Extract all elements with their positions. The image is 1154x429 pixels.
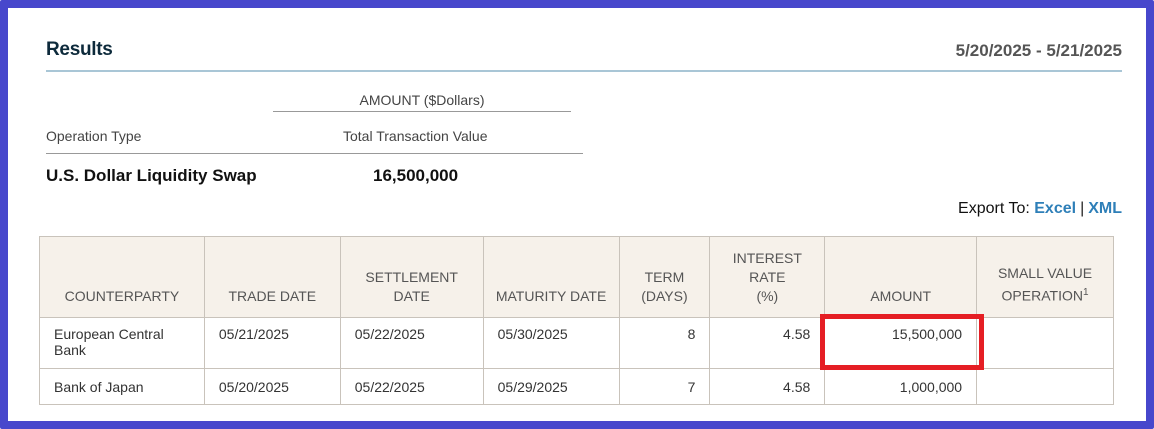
export-xml-link[interactable]: XML xyxy=(1088,200,1122,217)
cell-interest-rate: 4.58 xyxy=(709,317,826,369)
cell-trade-date: 05/21/2025 xyxy=(203,317,341,369)
header-small-value-operation[interactable]: SMALL VALUE OPERATION1 xyxy=(976,236,1114,318)
cell-settlement-date: 05/22/2025 xyxy=(339,368,484,405)
header-trade-date[interactable]: TRADE DATE xyxy=(203,236,341,318)
cell-amount: 1,000,000 xyxy=(824,368,978,405)
cell-maturity-date: 05/30/2025 xyxy=(482,317,620,369)
results-header: Results 5/20/2025 - 5/21/2025 xyxy=(46,36,1122,72)
export-separator: | xyxy=(1080,200,1085,217)
summary-column-labels: Operation Type Total Transaction Value xyxy=(46,126,583,154)
cell-maturity-date: 05/29/2025 xyxy=(482,368,620,405)
cell-settlement-date: 05/22/2025 xyxy=(339,317,484,369)
footnote-marker: 1 xyxy=(1082,287,1089,299)
header-amount[interactable]: AMOUNT xyxy=(824,236,978,318)
cell-term: 7 xyxy=(618,368,711,405)
table-header-row: COUNTERPARTY TRADE DATE SETTLEMENT DATE M… xyxy=(39,236,1114,318)
header-settlement-date[interactable]: SETTLEMENT DATE xyxy=(339,236,484,318)
cell-small-value xyxy=(976,368,1114,405)
table-row: Bank of Japan 05/20/2025 05/22/2025 05/2… xyxy=(39,368,1114,405)
export-bar: Export To: Excel | XML xyxy=(958,200,1122,218)
cell-counterparty: European Central Bank xyxy=(39,317,205,369)
date-range: 5/20/2025 - 5/21/2025 xyxy=(955,41,1122,60)
operation-type-value: U.S. Dollar Liquidity Swap xyxy=(46,166,257,185)
cell-counterparty: Bank of Japan xyxy=(39,368,205,405)
summary-row: U.S. Dollar Liquidity Swap 16,500,000 xyxy=(46,166,586,190)
header-maturity-date[interactable]: MATURITY DATE xyxy=(482,236,620,318)
header-counterparty[interactable]: COUNTERPARTY xyxy=(39,236,205,318)
transactions-table: COUNTERPARTY TRADE DATE SETTLEMENT DATE M… xyxy=(39,236,1114,405)
export-excel-link[interactable]: Excel xyxy=(1034,200,1077,217)
total-value-label: Total Transaction Value xyxy=(343,128,488,144)
header-term[interactable]: TERM (DAYS) xyxy=(618,236,711,318)
table-row: European Central Bank 05/21/2025 05/22/2… xyxy=(39,317,1114,369)
cell-term: 8 xyxy=(618,317,711,369)
export-label: Export To: xyxy=(958,200,1030,217)
operation-type-label: Operation Type xyxy=(46,128,142,144)
amount-heading: AMOUNT ($Dollars) xyxy=(273,92,571,112)
results-title: Results xyxy=(46,39,113,60)
header-interest-rate[interactable]: INTEREST RATE (%) xyxy=(709,236,826,318)
cell-interest-rate: 4.58 xyxy=(709,368,826,405)
cell-small-value xyxy=(976,317,1114,369)
total-value: 16,500,000 xyxy=(373,166,459,185)
cell-amount: 15,500,000 xyxy=(824,317,978,369)
cell-trade-date: 05/20/2025 xyxy=(203,368,341,405)
summary-section: AMOUNT ($Dollars) Operation Type Total T… xyxy=(46,88,586,198)
